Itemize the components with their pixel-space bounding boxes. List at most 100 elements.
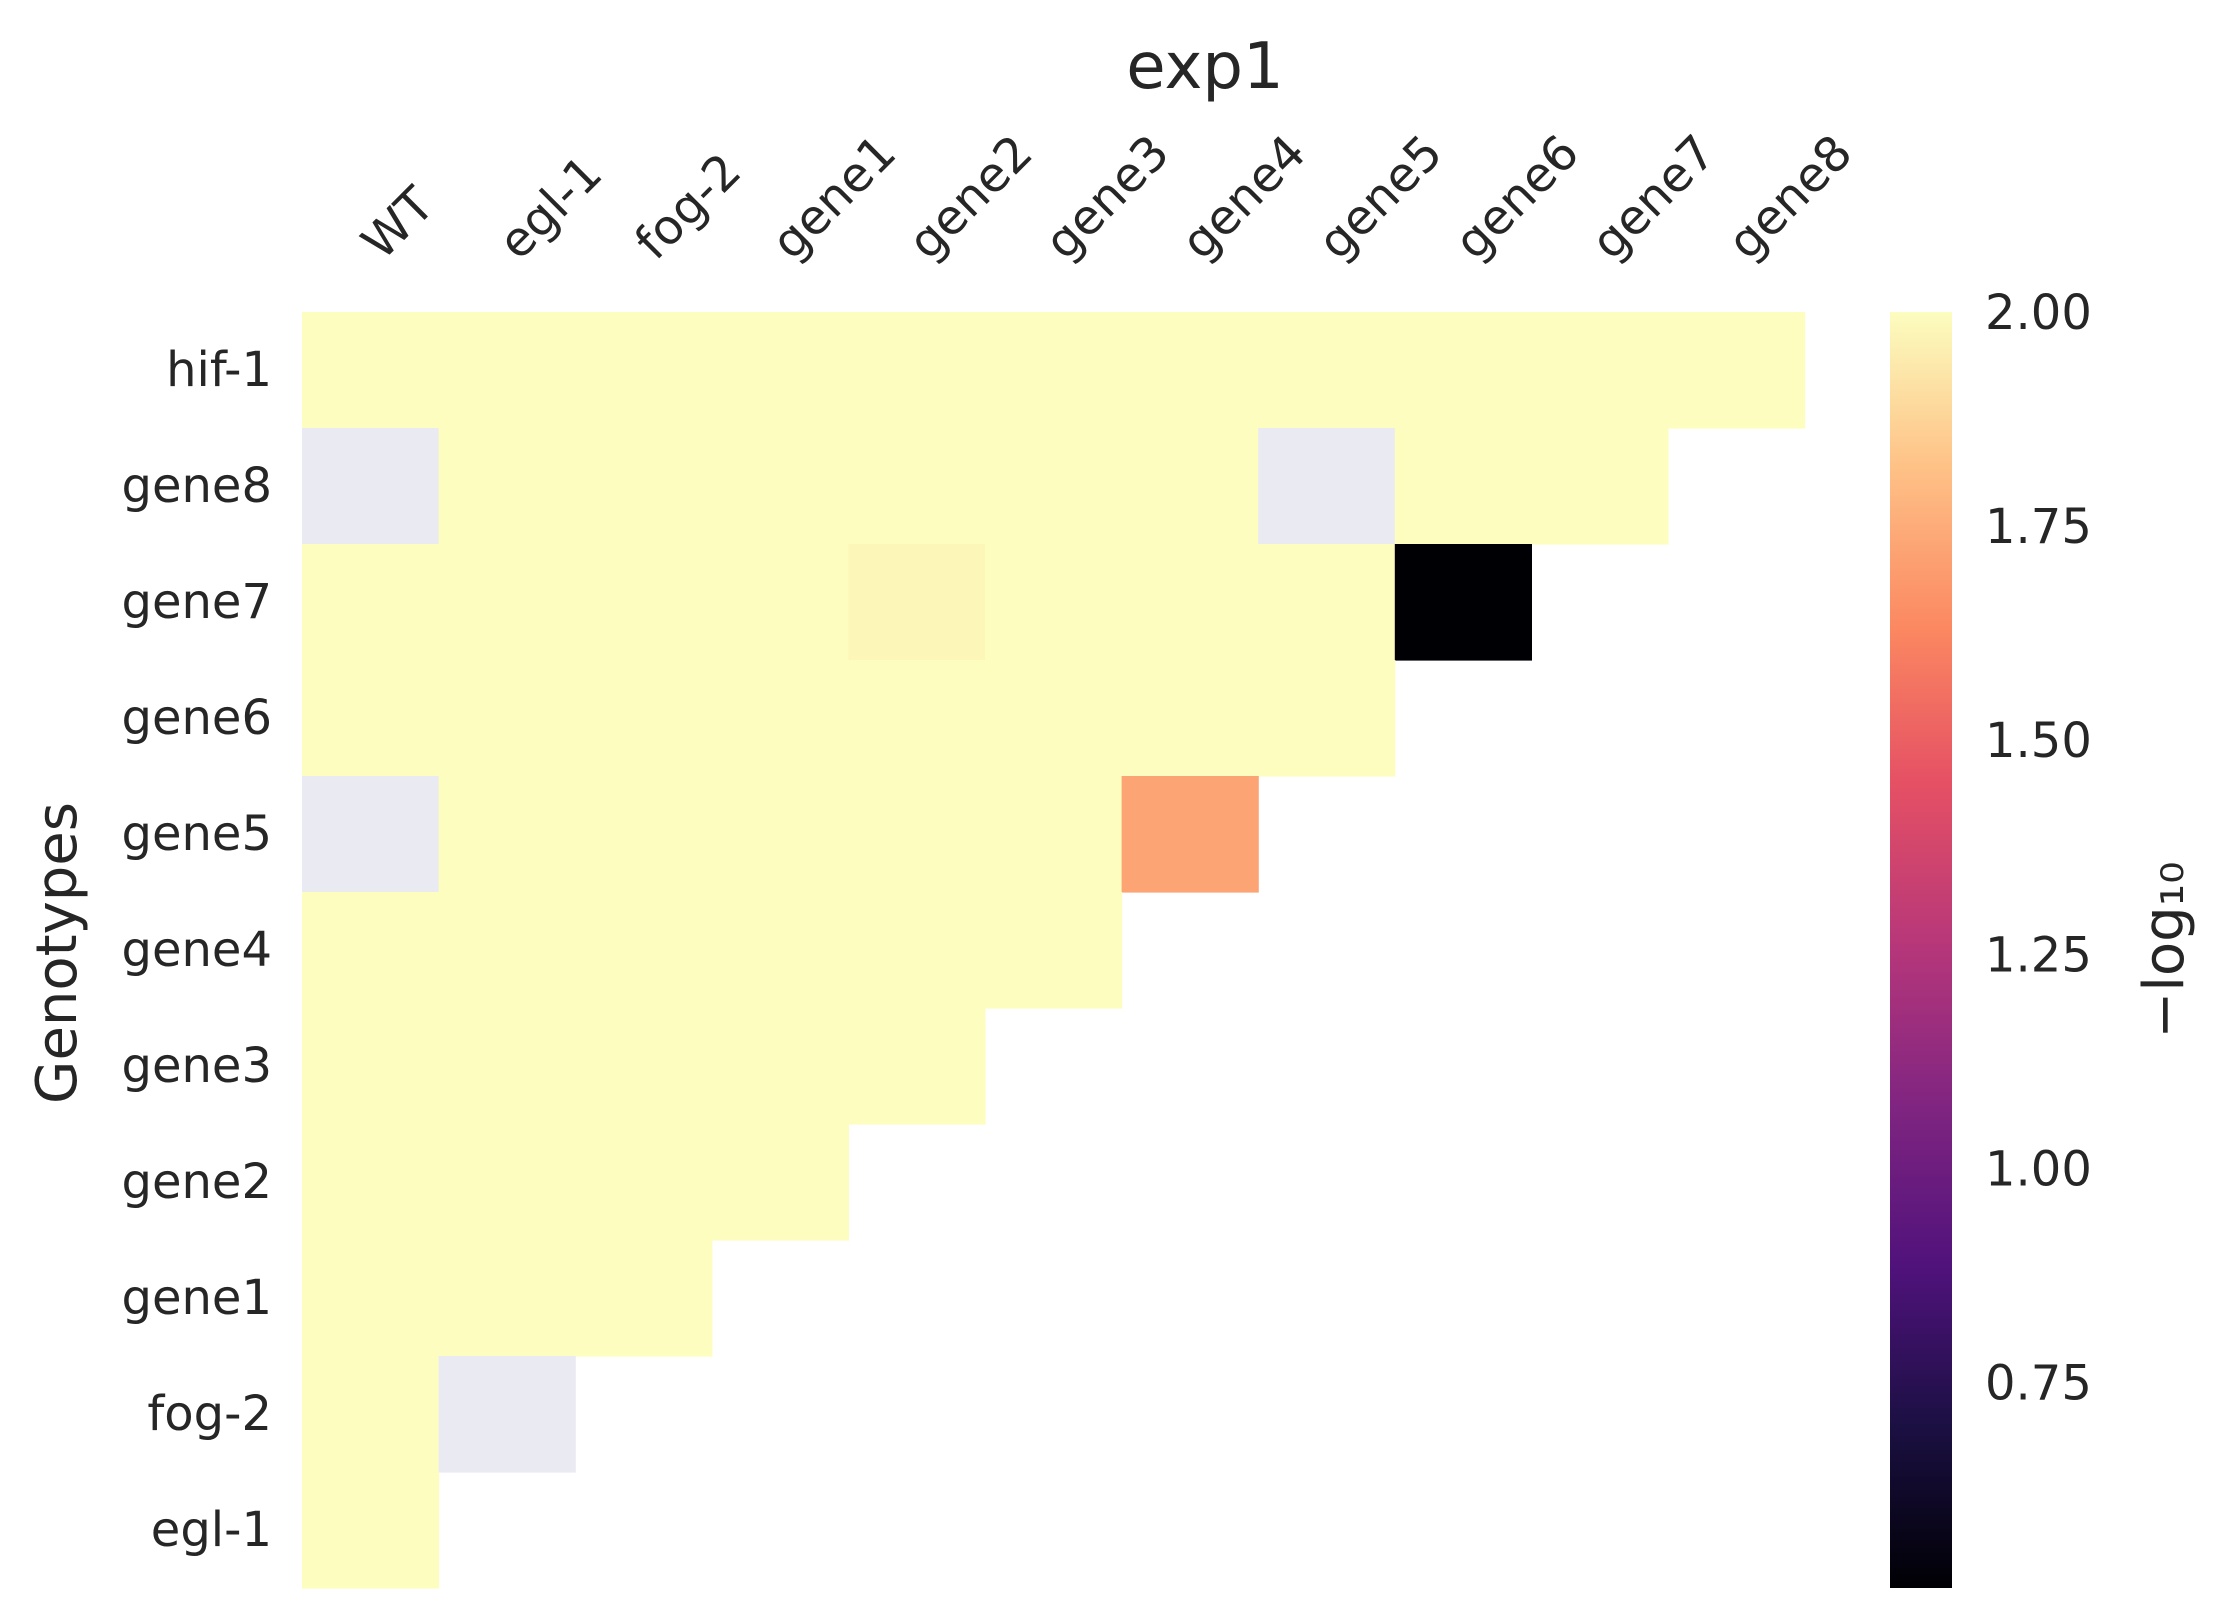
heatmap-cell bbox=[438, 1356, 576, 1473]
heatmap-cell bbox=[985, 776, 1123, 893]
y-tick-label: gene2 bbox=[122, 1154, 273, 1210]
heatmap-cell bbox=[848, 312, 986, 429]
heatmap-cell bbox=[302, 660, 440, 777]
colorbar bbox=[1890, 312, 1952, 1588]
heatmap-cell bbox=[1258, 660, 1396, 777]
heatmap-cell bbox=[711, 1124, 849, 1241]
heatmap-cell bbox=[575, 1240, 713, 1357]
heatmap-cell bbox=[575, 660, 713, 777]
heatmap-cell bbox=[302, 1472, 440, 1589]
heatmap-cell bbox=[302, 312, 440, 429]
heatmap-cell bbox=[1531, 312, 1669, 429]
heatmap-cell bbox=[1121, 776, 1259, 893]
heatmap-cell bbox=[711, 776, 849, 893]
heatmap-cell bbox=[848, 428, 986, 545]
heatmap-cell bbox=[438, 1124, 576, 1241]
heatmap-cells bbox=[302, 312, 1806, 1589]
heatmap-cell bbox=[302, 428, 440, 545]
heatmap-cell bbox=[302, 892, 440, 1009]
heatmap-cell bbox=[575, 1008, 713, 1125]
heatmap-cell bbox=[438, 1240, 576, 1357]
heatmap-cell bbox=[575, 776, 713, 893]
heatmap-cell bbox=[575, 1124, 713, 1241]
colorbar-tick-label: 1.25 bbox=[1985, 927, 2092, 983]
heatmap-cell bbox=[438, 776, 576, 893]
heatmap-cell bbox=[1668, 312, 1806, 429]
chart-title: exp1 bbox=[1126, 30, 1283, 104]
colorbar-label: −log₁₀ bbox=[2132, 861, 2197, 1038]
y-tick-label: gene3 bbox=[122, 1038, 273, 1094]
colorbar-tick-label: 1.75 bbox=[1985, 499, 2092, 555]
heatmap-cell bbox=[1121, 312, 1259, 429]
y-tick-label: hif-1 bbox=[166, 342, 272, 398]
heatmap-cell bbox=[1394, 544, 1532, 661]
heatmap-cell bbox=[302, 1008, 440, 1125]
x-tick-label: egl-1 bbox=[488, 145, 613, 270]
heatmap-cell bbox=[302, 544, 440, 661]
heatmap-cell bbox=[302, 1240, 440, 1357]
y-axis-label: Genotypes bbox=[25, 802, 90, 1104]
colorbar-tick-label: 1.00 bbox=[1985, 1141, 2092, 1197]
heatmap-cell bbox=[1531, 428, 1669, 545]
heatmap-cell bbox=[302, 1124, 440, 1241]
colorbar-tick-label: 0.75 bbox=[1985, 1356, 2092, 1412]
x-tick-label: gene4 bbox=[1171, 124, 1317, 270]
colorbar-tick-labels: 2.00 1.75 1.50 1.25 1.00 0.75 bbox=[1985, 285, 2092, 1412]
colorbar-tick-label: 1.50 bbox=[1985, 713, 2092, 769]
heatmap-cell bbox=[438, 660, 576, 777]
y-tick-label: gene1 bbox=[122, 1270, 273, 1326]
y-tick-label: gene6 bbox=[122, 690, 273, 746]
heatmap-cell bbox=[575, 544, 713, 661]
heatmap-cell bbox=[438, 428, 576, 545]
x-tick-label: gene8 bbox=[1717, 124, 1863, 270]
heatmap-cell bbox=[711, 1008, 849, 1125]
heatmap-cell bbox=[848, 1008, 986, 1125]
x-tick-label: gene3 bbox=[1034, 124, 1180, 270]
heatmap-cell bbox=[575, 428, 713, 545]
heatmap-cell bbox=[438, 312, 576, 429]
heatmap-cell bbox=[985, 660, 1123, 777]
heatmap-cell bbox=[1394, 312, 1532, 429]
heatmap-cell bbox=[1258, 544, 1396, 661]
x-tick-label: gene6 bbox=[1444, 124, 1590, 270]
heatmap-cell bbox=[1121, 428, 1259, 545]
heatmap-cell bbox=[848, 776, 986, 893]
heatmap-cell bbox=[302, 1356, 440, 1473]
heatmap-cell bbox=[302, 776, 440, 893]
x-tick-label: WT bbox=[351, 176, 445, 270]
heatmap-cell bbox=[438, 1008, 576, 1125]
heatmap-cell bbox=[711, 428, 849, 545]
y-tick-labels: hif-1 gene8 gene7 gene6 gene5 gene4 gene3 gene2… bbox=[122, 342, 273, 1558]
x-tick-label: gene5 bbox=[1307, 124, 1453, 270]
y-tick-label: gene8 bbox=[122, 458, 273, 514]
y-tick-label: egl-1 bbox=[151, 1502, 272, 1558]
heatmap-cell bbox=[848, 544, 986, 661]
colorbar-tick-label: 2.00 bbox=[1985, 285, 2092, 341]
heatmap-cell bbox=[1394, 428, 1532, 545]
heatmap-cell bbox=[711, 892, 849, 1009]
x-tick-label: fog-2 bbox=[624, 143, 752, 271]
heatmap-cell bbox=[711, 312, 849, 429]
heatmap-cell bbox=[575, 312, 713, 429]
x-tick-label: gene7 bbox=[1581, 124, 1727, 270]
heatmap-cell bbox=[848, 892, 986, 1009]
heatmap-cell bbox=[1258, 428, 1396, 545]
heatmap-cell bbox=[848, 660, 986, 777]
heatmap-cell bbox=[711, 544, 849, 661]
heatmap-cell bbox=[985, 544, 1123, 661]
heatmap-cell bbox=[985, 892, 1123, 1009]
x-tick-label: gene2 bbox=[898, 124, 1044, 270]
heatmap-cell bbox=[985, 312, 1123, 429]
x-tick-label: gene1 bbox=[761, 124, 907, 270]
heatmap-cell bbox=[711, 660, 849, 777]
y-tick-label: gene7 bbox=[122, 574, 273, 630]
heatmap-cell bbox=[1121, 544, 1259, 661]
x-tick-labels: WT egl-1 fog-2 gene1gene2gene3gene4gene5gen… bbox=[351, 124, 1863, 270]
heatmap-cell bbox=[438, 544, 576, 661]
y-tick-label: gene5 bbox=[122, 806, 273, 862]
heatmap-cell bbox=[1258, 312, 1396, 429]
heatmap-cell bbox=[575, 892, 713, 1009]
y-tick-label: fog-2 bbox=[147, 1386, 272, 1442]
heatmap-cell bbox=[438, 892, 576, 1009]
